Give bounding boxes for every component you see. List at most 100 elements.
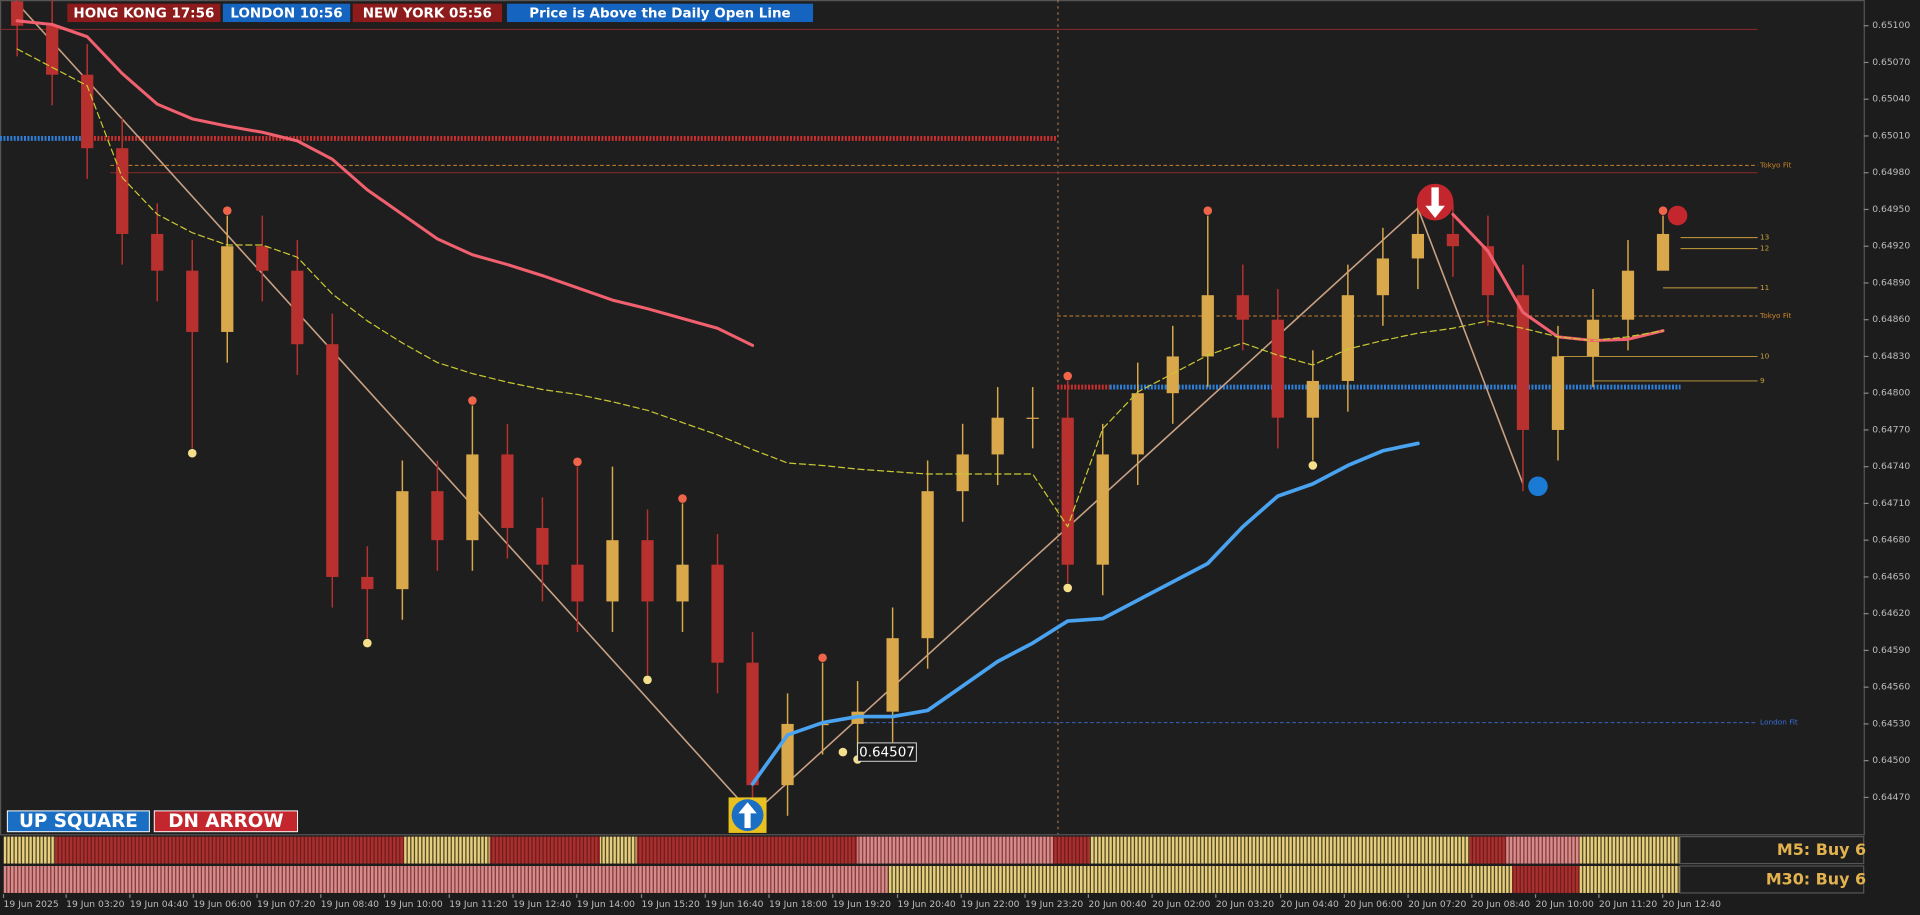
- fractal-low: [1308, 461, 1318, 470]
- strip: [1469, 836, 1507, 864]
- candle-body: [1306, 380, 1319, 418]
- x-tick-label: 19 Jun 14:00: [577, 899, 635, 910]
- candle-body: [676, 564, 689, 602]
- y-tick-label: 0.64590: [1872, 645, 1910, 656]
- fractal-high: [468, 396, 477, 405]
- candle-body: [886, 638, 899, 712]
- y-tick-label: 0.64710: [1872, 498, 1910, 509]
- x-tick-label: 20 Jun 03:20: [1216, 899, 1274, 910]
- button-bg[interactable]: [153, 810, 299, 833]
- button-bg[interactable]: [6, 810, 150, 833]
- ma-line: [16, 48, 1664, 528]
- button-label[interactable]: UP SQUARE: [19, 811, 138, 832]
- candle-body: [641, 540, 654, 602]
- up-square-button[interactable]: UP SQUARE: [6, 810, 150, 833]
- strip-row-1: [3, 836, 1680, 864]
- session-box: [352, 3, 503, 23]
- y-tick-label: 0.65100: [1872, 20, 1910, 31]
- y-tick-label: 0.64800: [1872, 388, 1910, 399]
- candle-body: [256, 246, 269, 271]
- panel-text: M30: Buy 6: [1766, 870, 1866, 889]
- icon-arrow: [1425, 187, 1445, 219]
- y-tick-label: 0.64470: [1872, 792, 1910, 803]
- strip-row-2: [3, 866, 1680, 893]
- candle-body: [1411, 233, 1425, 259]
- strip: [1512, 866, 1580, 893]
- candle-body: [151, 233, 164, 271]
- panel-box: [1679, 835, 1865, 865]
- price-label: 0.64507: [859, 745, 915, 761]
- level-label: 9: [1760, 376, 1765, 385]
- button-label[interactable]: DN ARROW: [168, 811, 283, 832]
- candle-body: [1131, 393, 1144, 455]
- sell-signal-icon: [1416, 183, 1454, 221]
- price-dot: [838, 747, 848, 757]
- session-label: HONG KONG 17:56: [73, 5, 214, 21]
- zigzag-line: [14, 0, 1524, 816]
- candle-body: [1166, 356, 1179, 394]
- candle-body: [1026, 417, 1039, 419]
- x-tick-label: 19 Jun 07:20: [257, 899, 315, 910]
- x-tick-label: 20 Jun 02:00: [1152, 899, 1210, 910]
- candle-body: [221, 246, 234, 332]
- candle-body: [711, 564, 724, 663]
- level-label: London Fit: [1760, 718, 1798, 727]
- sell-dot: [1667, 205, 1688, 226]
- x-tick-label: 20 Jun 11:20: [1599, 899, 1657, 910]
- candle-body: [1096, 454, 1109, 565]
- x-tick-label: 19 Jun 04:40: [130, 899, 188, 910]
- candle-body: [361, 576, 374, 590]
- strip: [857, 836, 1054, 864]
- candle-body: [606, 540, 619, 602]
- x-tick-label: 19 Jun 06:00: [193, 899, 251, 910]
- status-label: Price is Above the Daily Open Line: [529, 5, 790, 21]
- x-tick-label: 20 Jun 00:40: [1088, 899, 1146, 910]
- y-tick-label: 0.65070: [1872, 57, 1910, 68]
- strip: [1579, 836, 1680, 864]
- panel-box: [1679, 865, 1865, 894]
- candle-body: [1061, 417, 1074, 565]
- x-tick-label: 20 Jun 12:40: [1663, 899, 1721, 910]
- candle-body: [746, 662, 759, 786]
- candle-body: [1446, 233, 1460, 247]
- candle-body: [1271, 319, 1284, 418]
- x-tick-label: 19 Jun 22:00: [961, 899, 1019, 910]
- candle-body: [1586, 319, 1600, 357]
- strip: [3, 866, 888, 893]
- strip: [1089, 836, 1470, 864]
- level-label: Tokyo Fit: [1759, 160, 1792, 169]
- y-tick-label: 0.64770: [1872, 424, 1910, 435]
- y-tick-label: 0.64560: [1872, 682, 1910, 693]
- fractal-high: [818, 653, 827, 663]
- strip: [636, 836, 858, 864]
- candle-body: [46, 25, 59, 75]
- fractal-high: [222, 206, 232, 215]
- strip: [3, 836, 56, 864]
- candle-body: [501, 454, 514, 528]
- strip: [1506, 836, 1580, 864]
- x-tick-label: 19 Jun 10:00: [385, 899, 443, 910]
- session-box: [67, 3, 221, 23]
- level-label: 10: [1760, 351, 1770, 360]
- strip: [1579, 866, 1680, 893]
- candle-body: [1621, 270, 1635, 320]
- session-box: [222, 3, 351, 23]
- x-tick-label: 20 Jun 10:00: [1536, 899, 1594, 910]
- y-tick-label: 0.65010: [1872, 130, 1910, 141]
- candle-body: [956, 454, 969, 492]
- x-tick-label: 19 Jun 11:20: [449, 899, 507, 910]
- candle-body: [116, 148, 129, 234]
- y-tick-label: 0.64860: [1872, 314, 1910, 325]
- y-tick-label: 0.64620: [1872, 608, 1910, 619]
- candle-body: [291, 270, 304, 345]
- fractal-high: [678, 494, 687, 503]
- level-label: 12: [1760, 244, 1769, 253]
- strip: [489, 836, 600, 864]
- candle-body: [1376, 258, 1389, 296]
- candle-body: [1236, 295, 1249, 320]
- y-tick-label: 0.65040: [1872, 94, 1910, 105]
- x-tick-label: 19 Jun 2025: [4, 899, 59, 910]
- dn-arrow-button[interactable]: DN ARROW: [153, 810, 299, 833]
- y-tick-label: 0.64680: [1872, 535, 1910, 546]
